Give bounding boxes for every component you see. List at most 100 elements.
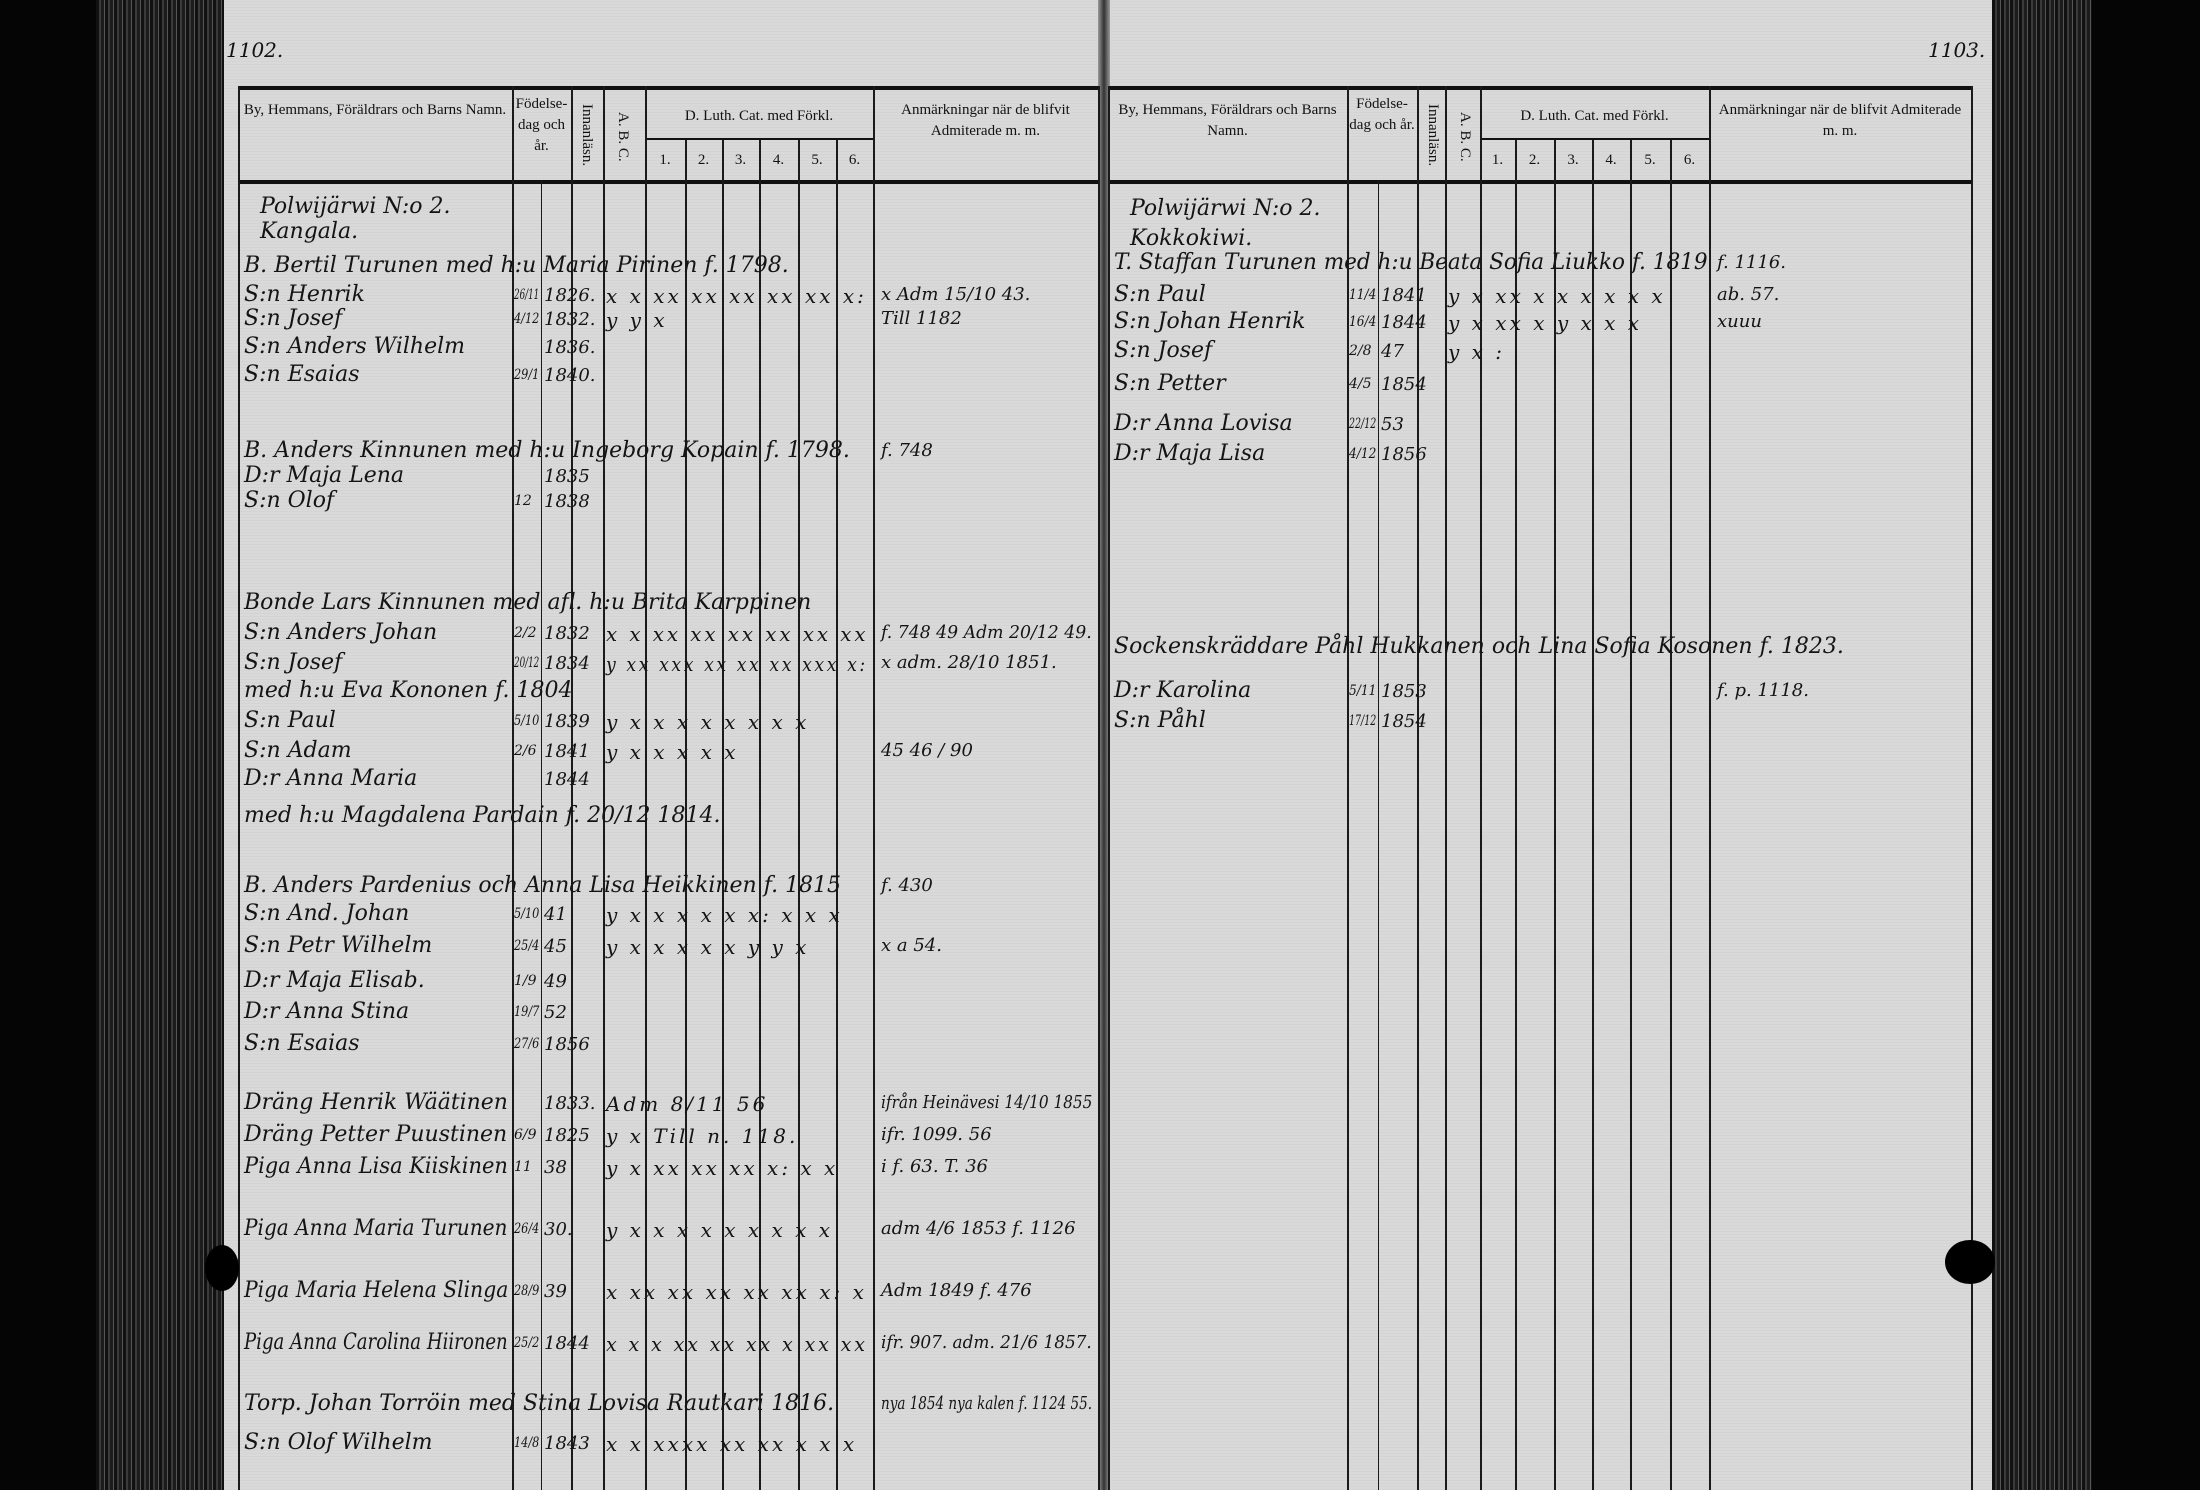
- entry-name: S:n Petr Wilhelm: [244, 933, 433, 958]
- header-catechism-col-6: 6.: [848, 152, 861, 168]
- entry-catechism-marks: y xx xxx xx xx xx xxx x:: [606, 652, 868, 676]
- book-gutter: [1098, 0, 1110, 1490]
- entry-name: B. Anders Pardenius och Anna Lisa Heikki…: [244, 873, 842, 898]
- entry-birth-day: 22/12: [1349, 416, 1377, 432]
- header-catechism-col-1: 1.: [659, 152, 671, 168]
- header-name: By, Hemmans, Föräldrars och Barns Namn.: [1118, 102, 1337, 139]
- entry-name: S:n Petter: [1114, 371, 1226, 396]
- entry-birth-year: 1854: [1381, 374, 1427, 395]
- entry-birth-day: 2/6: [514, 743, 537, 759]
- column-rule: [1108, 86, 1110, 1490]
- column-rule: [1592, 140, 1594, 1490]
- entry-birth-year: 41: [544, 904, 567, 925]
- header-catechism: D. Luth. Cat. med Förkl.: [684, 108, 834, 124]
- entry-name: B. Anders Kinnunen med h:u Ingeborg Kopa…: [244, 438, 850, 463]
- entry-remark: Adm 1849 f. 476: [881, 1280, 1032, 1301]
- entry-birth-day: 11/4: [1349, 287, 1377, 303]
- column-rule: [1347, 86, 1349, 1490]
- header-remarks: Anmärkningar när de blifvit Admiterade m…: [1718, 102, 1962, 139]
- entry-name: T. Staffan Turunen med h:u Beata Sofia L…: [1114, 250, 1708, 275]
- entry-name: med h:u Eva Kononen f. 1804: [244, 678, 573, 703]
- entry-catechism-marks: y x x x x x x x x x: [606, 1218, 834, 1242]
- entry-birth-year: 1843: [544, 1433, 590, 1454]
- header-remarks: Anmärkningar när de blifvit Admiterade m…: [901, 102, 1070, 139]
- entry-name: Bonde Lars Kinnunen med afl. h:u Brita K…: [244, 590, 812, 615]
- column-rule: [1670, 140, 1672, 1490]
- entry-name: med h:u Magdalena Pardain f. 20/12 1814.: [244, 803, 721, 828]
- entry-birth-year: 47: [1381, 341, 1404, 362]
- entry-name: S:n Olof Wilhelm: [244, 1430, 433, 1455]
- entry-remark: f. 748 49 Adm 20/12 49.: [881, 622, 1092, 643]
- entry-name: S:n Paul: [244, 708, 336, 733]
- entry-name: D:r Maja Lena: [244, 463, 405, 488]
- entry-catechism-marks: x x xxxx xx xx x x x: [606, 1432, 858, 1456]
- ink-blot: [205, 1245, 239, 1291]
- column-rule: [1554, 140, 1556, 1490]
- column-rule: [685, 140, 687, 1490]
- entry-name: B. Bertil Turunen med h:u Maria Pirinen …: [244, 253, 789, 278]
- entry-catechism-marks: y x :: [1448, 340, 1506, 364]
- entry-name: S:n Josef: [244, 306, 343, 331]
- right-page: [1108, 0, 1992, 1490]
- header-reading: Innanläsn.: [579, 103, 595, 167]
- entry-birth-year: 1834: [544, 653, 590, 674]
- entry-name: D:r Maja Lisa: [1114, 441, 1266, 466]
- entry-remark: x adm. 28/10 1851.: [881, 652, 1057, 673]
- entry-birth-day: 5/10: [514, 713, 540, 729]
- entry-birth-day: 16/4: [1349, 314, 1377, 330]
- entry-catechism-marks: y x x x x x y y x: [606, 935, 810, 959]
- entry-birth-year: 1844: [1381, 312, 1427, 333]
- entry-catechism-marks: y y x: [606, 308, 668, 332]
- entry-birth-day: 27/6: [514, 1036, 540, 1052]
- entry-name: Polwijärwi N:o 2.: [260, 194, 451, 219]
- entry-catechism-marks: y x xx x y x x x: [1448, 311, 1643, 335]
- header-catechism-col-4: 4.: [772, 152, 785, 168]
- column-rule: [1971, 86, 1973, 1490]
- entry-name: D:r Karolina: [1114, 678, 1252, 703]
- column-rule: [1417, 86, 1419, 1490]
- entry-birth-year: 1832: [544, 623, 590, 644]
- entry-remark: xuuu: [1717, 311, 1762, 332]
- entry-name: Piga Maria Helena Slinga: [244, 1278, 509, 1303]
- column-rule: [1098, 86, 1100, 1490]
- entry-birth-day: 5/11: [1349, 683, 1377, 699]
- birth-day-rule: [1378, 180, 1379, 1490]
- entry-birth-year: 30.: [544, 1219, 573, 1240]
- column-rule: [1709, 86, 1711, 1490]
- entry-birth-year: 1835: [544, 466, 590, 487]
- entry-birth-day: 26/11: [514, 287, 540, 303]
- header-bottom-rule: [1108, 180, 1971, 184]
- entry-remark: i f. 63. T. 36: [881, 1156, 988, 1177]
- entry-birth-year: 1826.: [544, 285, 596, 306]
- header-top-rule: [238, 86, 1098, 90]
- entry-remark: Till 1182: [881, 308, 962, 329]
- entry-birth-day: 5/10: [514, 906, 540, 922]
- entry-name: Kokkokiwi.: [1130, 226, 1253, 251]
- header-bottom-rule: [238, 180, 1098, 184]
- entry-birth-day: 4/12: [1349, 446, 1377, 462]
- header-catechism-col-2: 2.: [1528, 152, 1541, 168]
- entry-remark: f. 748: [881, 440, 933, 461]
- entry-name: D:r Anna Stina: [244, 999, 410, 1024]
- header-birth: Födelse-dag och år.: [515, 96, 568, 154]
- entry-name: Torp. Johan Torröin med Stina Lovisa Rau…: [244, 1391, 835, 1416]
- entry-birth-year: 1839: [544, 711, 590, 732]
- header-catechism: D. Luth. Cat. med Förkl.: [1520, 108, 1669, 124]
- entry-birth-day: 19/7: [514, 1004, 540, 1020]
- column-rule: [1630, 140, 1632, 1490]
- entry-birth-year: 45: [544, 936, 567, 957]
- entry-birth-day: 2/2: [514, 625, 537, 641]
- entry-birth-day: 28/9: [514, 1283, 540, 1299]
- entry-birth-year: 1841: [544, 741, 590, 762]
- column-rule: [238, 86, 240, 1490]
- entry-remark: nya 1854 nya kalen f. 1124 55.: [881, 1393, 1092, 1414]
- header-abc: A. B. C.: [615, 112, 631, 162]
- entry-catechism-marks: y x x x x x x: x x x: [606, 903, 843, 927]
- column-rule: [1480, 86, 1482, 1490]
- entry-birth-year: 49: [544, 971, 567, 992]
- entry-birth-year: 1838: [544, 491, 590, 512]
- entry-remark: ifr. 907. adm. 21/6 1857.: [881, 1332, 1092, 1353]
- entry-catechism-marks: Adm 8/11 56: [606, 1092, 769, 1116]
- entry-name: S:n Anders Wilhelm: [244, 334, 465, 359]
- header-abc: A. B. C.: [1457, 112, 1473, 162]
